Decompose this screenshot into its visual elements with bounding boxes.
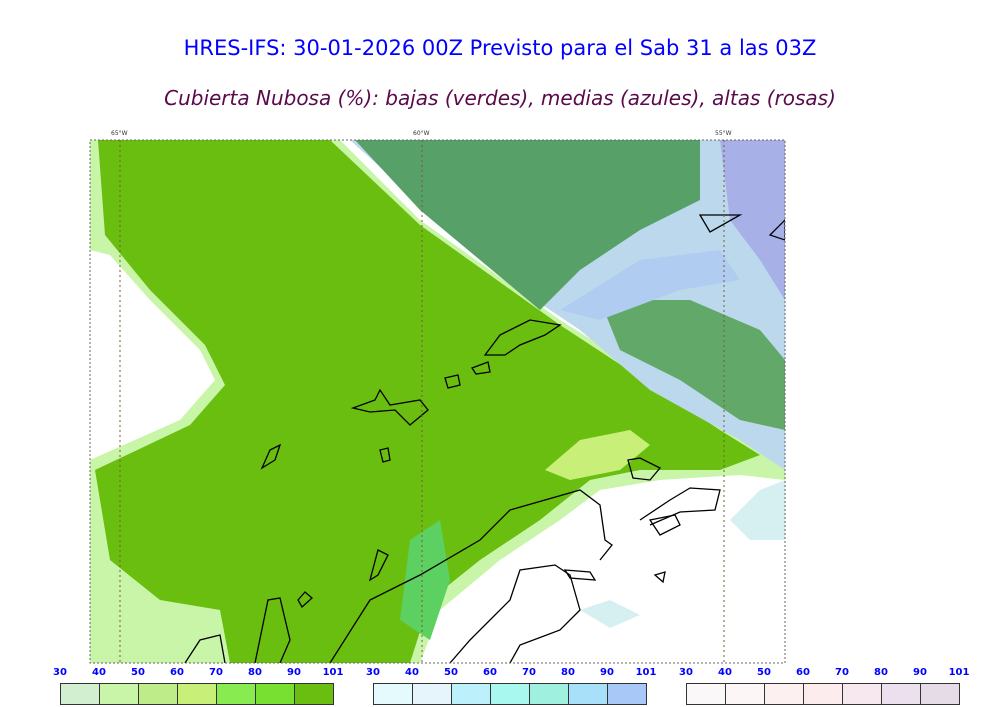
low-under-mid (600, 300, 785, 430)
mid-cloud-dense (355, 140, 700, 310)
legend-tick-label: 90 (913, 667, 927, 678)
legend-swatch (295, 684, 333, 704)
legend-tick-label: 40 (405, 667, 419, 678)
legend-tick-label: 70 (835, 667, 849, 678)
lon-label-60w: 60°W (413, 130, 430, 137)
legend-tick-label: 30 (679, 667, 693, 678)
legend-swatch (882, 684, 921, 704)
legend-swatch (921, 684, 959, 704)
legend-swatch (374, 684, 413, 704)
legend-tick-label: 80 (561, 667, 575, 678)
legend-tick-label: 30 (366, 667, 380, 678)
legend-tick-label: 60 (796, 667, 810, 678)
legend-swatch (530, 684, 569, 704)
legend-tick-label: 101 (948, 667, 970, 678)
legend-high-cloud (686, 683, 960, 705)
legend-swatch (765, 684, 804, 704)
legend-swatch (608, 684, 646, 704)
legend-tick-label: 50 (444, 667, 458, 678)
legend-tick-label: 60 (483, 667, 497, 678)
legend-swatch (139, 684, 178, 704)
low-cloud-90 (95, 140, 760, 663)
legend-swatch (726, 684, 765, 704)
legend-swatch (569, 684, 608, 704)
legend-low-cloud (60, 683, 334, 705)
legend-swatch (413, 684, 452, 704)
legend-swatch (100, 684, 139, 704)
legend-mid-cloud (373, 683, 647, 705)
legend-swatch (217, 684, 256, 704)
legend-tick-label: 50 (757, 667, 771, 678)
legend-tick-label: 60 (170, 667, 184, 678)
legend-tick-label: 101 (635, 667, 657, 678)
legend-swatch (452, 684, 491, 704)
legend-tick-label: 70 (209, 667, 223, 678)
longitude-gridlines (119, 140, 725, 663)
legend-tick-label: 50 (131, 667, 145, 678)
legend-swatch (843, 684, 882, 704)
legend-tick-label: 90 (287, 667, 301, 678)
map-subtitle: Cubierta Nubosa (%): bajas (verdes), med… (164, 86, 836, 110)
legend-tick-label: 40 (718, 667, 732, 678)
coastlines (184, 214, 785, 663)
legend-swatch (178, 684, 217, 704)
map-title: HRES-IFS: 30-01-2026 00Z Previsto para e… (183, 36, 817, 60)
legend-tick-label: 90 (600, 667, 614, 678)
legend-swatch (804, 684, 843, 704)
legend-swatch (491, 684, 530, 704)
lon-label-65w: 65°W (111, 130, 128, 137)
legend-swatch (256, 684, 295, 704)
legend-tick-label: 80 (874, 667, 888, 678)
legend-tick-label: 30 (53, 667, 67, 678)
legend-swatch (61, 684, 100, 704)
legend-tick-label: 101 (322, 667, 344, 678)
legend-tick-label: 80 (248, 667, 262, 678)
legend-swatch (687, 684, 726, 704)
legend-tick-label: 70 (522, 667, 536, 678)
lon-label-55w: 55°W (715, 130, 732, 137)
legend-tick-label: 40 (92, 667, 106, 678)
